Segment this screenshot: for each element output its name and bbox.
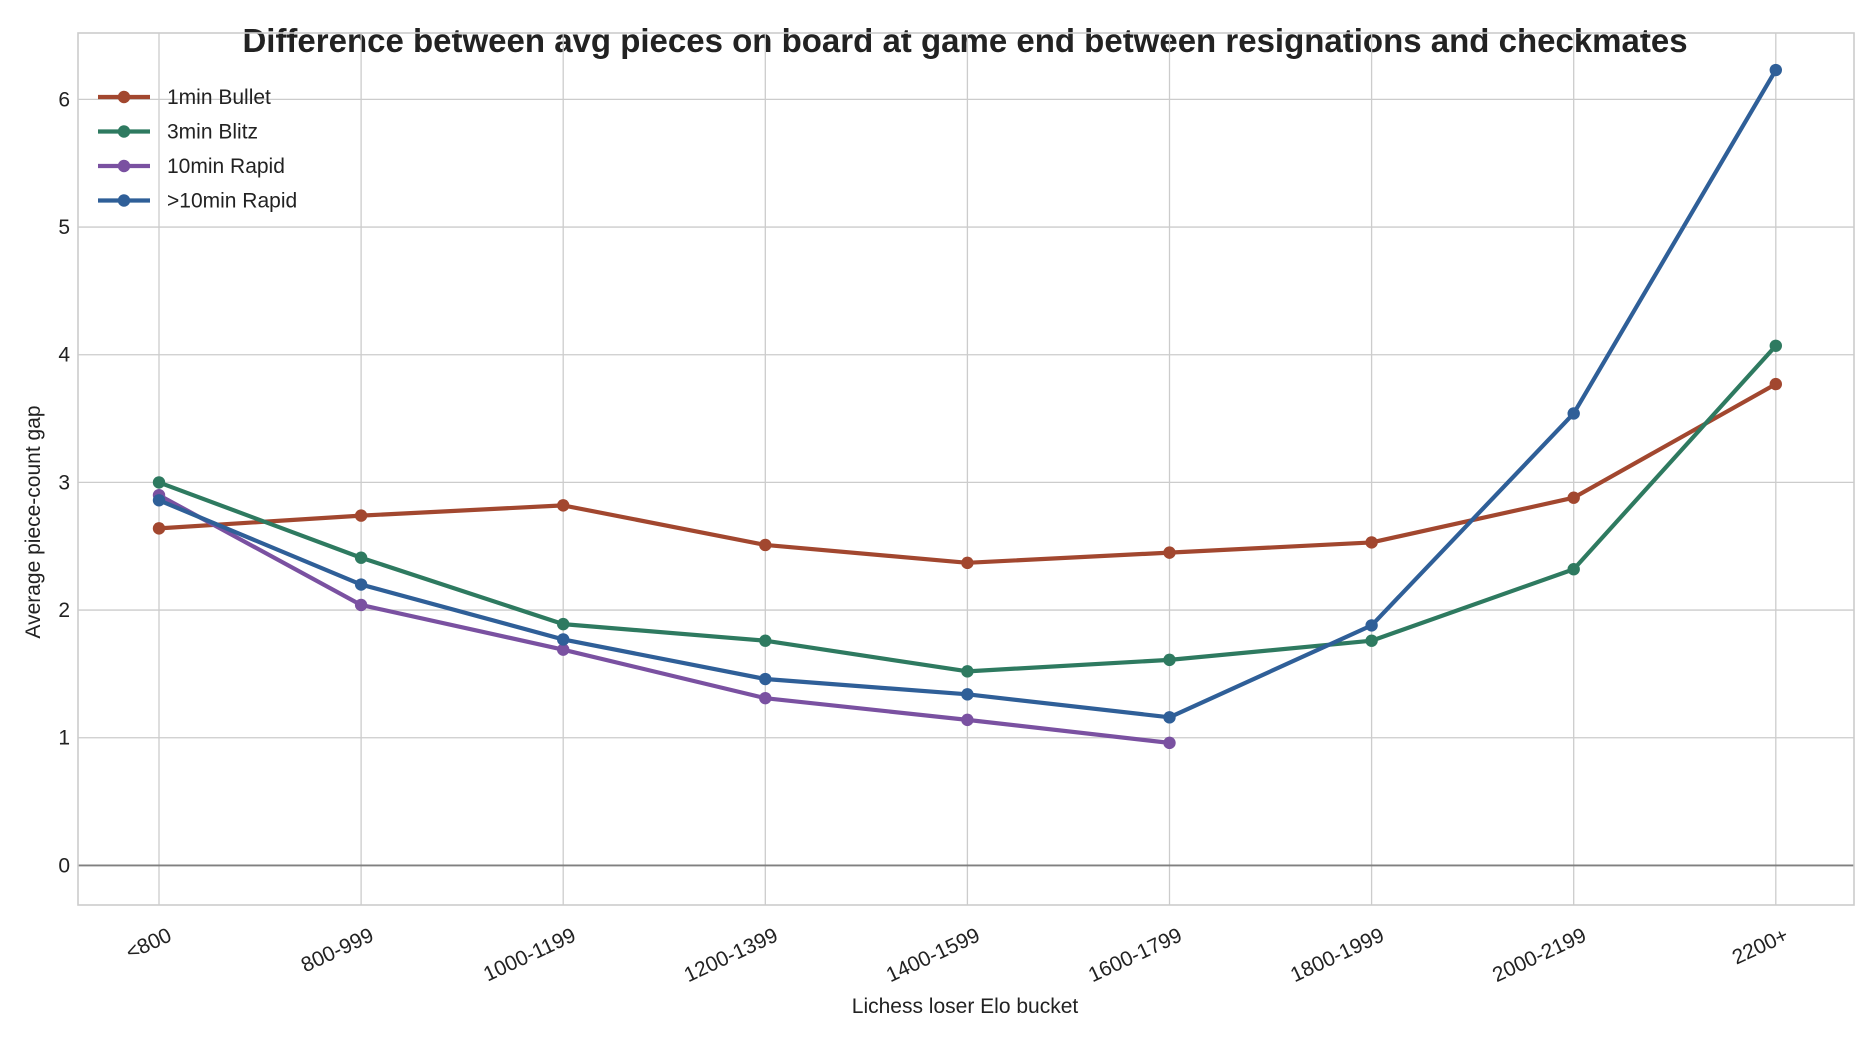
data-point xyxy=(152,476,166,489)
x-tick-label: 800-999 xyxy=(298,924,378,977)
y-tick-label: 2 xyxy=(58,599,70,622)
x-tick-label: 1400-1599 xyxy=(883,924,984,987)
data-point xyxy=(759,538,772,552)
y-tick-labels: 0 1 2 3 4 5 6 xyxy=(58,88,70,877)
data-point xyxy=(557,633,570,646)
y-tick-label: 0 xyxy=(58,854,70,877)
data-point xyxy=(557,643,570,656)
series-line xyxy=(157,493,1170,745)
plot-frame xyxy=(77,32,1855,906)
data-point xyxy=(354,578,368,591)
series-1 xyxy=(152,377,1783,570)
legend: 1min Bullet 3min Blitz 10min Rapid >10min R… xyxy=(98,86,297,213)
series-2 xyxy=(152,339,1783,678)
data-point xyxy=(759,634,772,647)
data-point xyxy=(354,598,368,612)
x-tick-label: 2000-2199 xyxy=(1489,924,1590,987)
grid-lines xyxy=(78,33,1854,905)
x-tick-label: 1600-1799 xyxy=(1085,924,1186,987)
legend-label: 1min Bullet xyxy=(167,86,271,109)
x-tick-label: 1200-1399 xyxy=(681,924,782,987)
series-4 xyxy=(152,63,1783,724)
legend-item: 3min Blitz xyxy=(98,121,258,144)
legend-item: 10min Rapid xyxy=(98,155,285,178)
y-tick-label: 5 xyxy=(58,216,70,239)
data-point xyxy=(1163,736,1176,750)
data-point xyxy=(354,509,368,522)
data-point xyxy=(1163,546,1176,559)
data-point xyxy=(1769,63,1783,77)
data-point xyxy=(1769,339,1783,352)
legend-item: 1min Bullet xyxy=(98,86,271,109)
legend-marker xyxy=(117,194,131,207)
y-tick-label: 4 xyxy=(58,344,70,367)
x-axis-label: Lichess loser Elo bucket xyxy=(852,995,1079,1018)
x-tick-label: <800 xyxy=(123,924,176,965)
data-point xyxy=(152,494,166,507)
legend-label: >10min Rapid xyxy=(167,190,297,213)
data-point xyxy=(1567,563,1580,576)
chart-title: Difference between avg pieces on board a… xyxy=(242,22,1687,59)
data-point xyxy=(1769,377,1783,391)
x-tick-label: 2200+ xyxy=(1729,924,1792,970)
data-point xyxy=(1567,491,1580,504)
data-point xyxy=(1365,619,1378,632)
data-point xyxy=(961,665,974,678)
data-point xyxy=(1163,711,1176,724)
data-point xyxy=(557,617,570,631)
data-point xyxy=(759,691,772,705)
y-tick-label: 1 xyxy=(58,727,70,750)
data-point xyxy=(759,672,772,686)
data-point xyxy=(1567,407,1580,420)
legend-marker xyxy=(117,90,131,104)
y-tick-label: 3 xyxy=(58,471,70,494)
legend-label: 10min Rapid xyxy=(167,155,285,178)
data-point xyxy=(152,522,166,535)
y-tick-label: 6 xyxy=(58,88,70,111)
data-point xyxy=(354,551,368,564)
series-layer xyxy=(152,63,1783,750)
y-axis-label: Average piece-count gap xyxy=(22,405,45,638)
data-point xyxy=(1163,653,1176,667)
legend-marker xyxy=(117,125,131,138)
data-point xyxy=(1365,634,1378,647)
legend-marker xyxy=(117,159,131,173)
series-3 xyxy=(152,488,1176,750)
legend-item: >10min Rapid xyxy=(98,190,297,213)
legend-label: 3min Blitz xyxy=(167,121,258,144)
x-tick-label: 1800-1999 xyxy=(1287,924,1388,987)
data-point xyxy=(961,713,974,727)
data-point xyxy=(961,556,974,570)
data-point xyxy=(557,499,570,512)
data-point xyxy=(1365,536,1378,549)
x-tick-labels: <800 800-999 1000-1199 1200-1399 1400-1599 16… xyxy=(123,924,1792,987)
x-tick-label: 1000-1199 xyxy=(480,924,579,987)
data-point xyxy=(961,688,974,701)
